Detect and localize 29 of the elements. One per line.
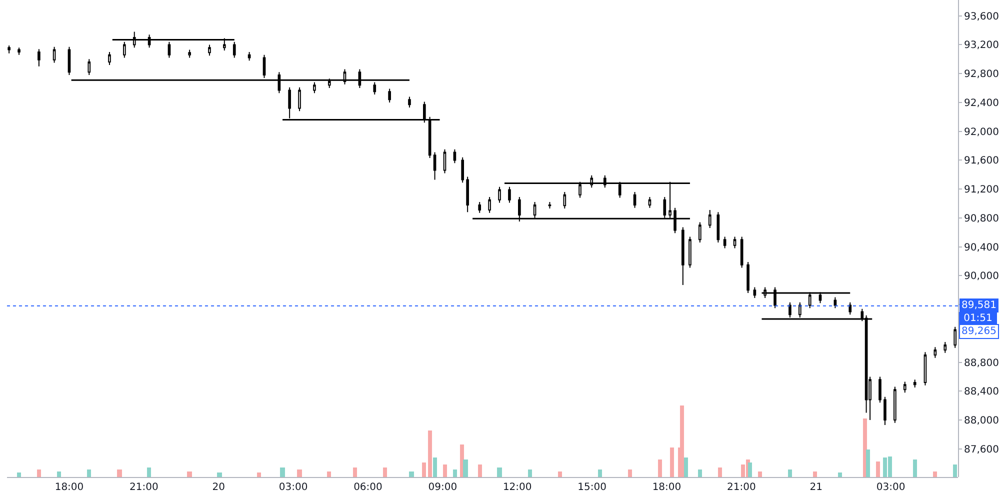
x-tick-label: 18:00 (54, 482, 84, 493)
ref-line-label: 89,581 (962, 300, 996, 311)
y-tick-label: 92,400 (964, 98, 999, 109)
x-tick-label: 03:00 (278, 482, 308, 493)
x-tick-label: 03:00 (876, 482, 906, 493)
y-tick-label: 92,800 (964, 69, 999, 80)
y-tick-label: 90,400 (964, 242, 999, 254)
y-tick-label: 90,800 (964, 213, 999, 224)
x-tick-label: 21 (810, 482, 822, 493)
x-tick-label: 06:00 (354, 482, 382, 493)
x-tick-label: 12:00 (502, 482, 532, 493)
y-tick-label: 91,200 (964, 184, 999, 196)
y-tick-label: 88,000 (964, 415, 999, 426)
x-tick-label: 21:00 (130, 482, 158, 493)
y-tick-label: 92,000 (964, 126, 999, 138)
x-tick-label: 18:00 (652, 482, 682, 493)
x-tick-label: 15:00 (578, 482, 606, 493)
y-tick-label: 93,200 (964, 40, 999, 52)
text: 01:51 (964, 313, 992, 324)
y-tick-label: 88,400 (964, 386, 999, 398)
x-tick-label: 20 (212, 482, 225, 493)
x-tick-label: 09:00 (428, 482, 458, 493)
y-tick-label: 93,600 (964, 11, 999, 22)
x-tick-label: 21:00 (726, 482, 756, 493)
text: 89,265 (962, 326, 996, 337)
y-tick-label: 90,000 (964, 271, 999, 282)
y-tick-label: 88,800 (964, 358, 999, 369)
y-tick-label: 87,600 (964, 444, 999, 456)
y-tick-label: 91,600 (964, 156, 999, 167)
